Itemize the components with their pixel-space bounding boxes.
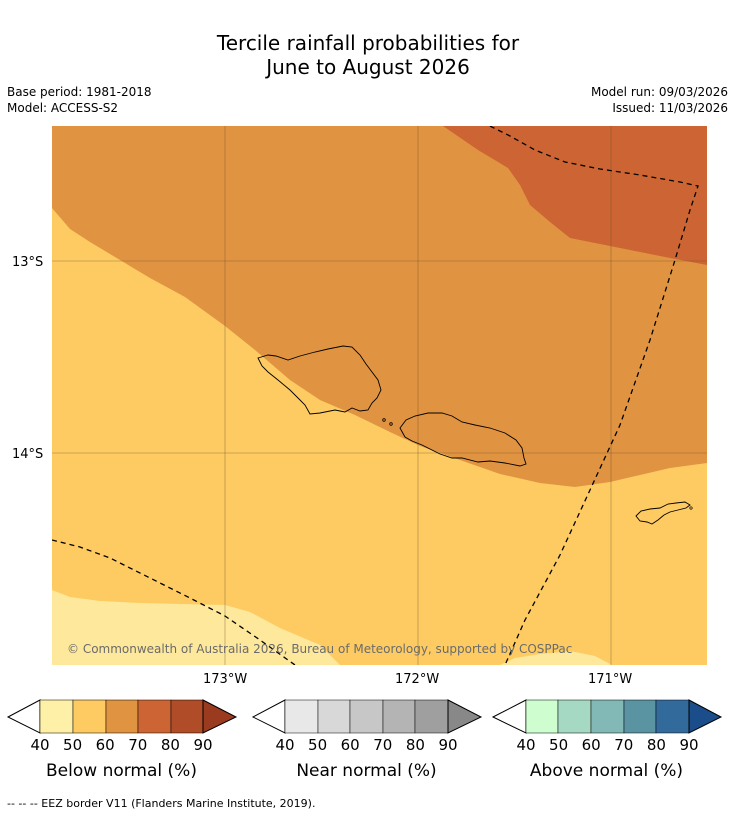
islet-manono [389,422,393,426]
colorbar-tick-2-90: 90 [679,736,699,754]
colorbar-below-arrow-left [6,699,41,734]
colorbar-swatch-1-1 [317,699,351,734]
eez-border [52,126,699,665]
colorbar-swatch-2-4 [655,699,690,734]
title-line-2: June to August 2026 [266,55,470,79]
graticule [52,126,707,665]
region-below-40-50-south [500,651,612,665]
colorbar-legends [6,699,723,734]
islet-apolima [382,418,386,422]
colorbar-swatch-2-0 [525,699,559,734]
colorbar-tick-1-70: 70 [373,736,393,754]
colorbar-near-arrow-right [447,699,483,734]
forecast-map: © Commonwealth of Australia 2026, Bureau… [12,126,707,687]
colorbar-tick-2-50: 50 [549,736,569,754]
colorbar-tick-0-70: 70 [128,736,148,754]
colorbar-above-label: Above normal (%) [529,761,684,781]
colorbar-tick-2-40: 40 [516,736,536,754]
region-below-40-50 [52,590,340,665]
islet-aunuu [689,506,693,510]
upolu-island [399,412,527,467]
colorbar-above-arrow-left [491,699,527,734]
colorbar-swatch-0-1 [72,699,107,734]
colorbar-below-arrow-right [202,699,238,734]
colorbar-swatch-1-2 [349,699,384,734]
colorbar-tick-0-50: 50 [63,736,83,754]
colorbar-swatch-0-3 [137,699,172,734]
eez-footer-note: -- -- -- EEZ border V11 (Flanders Marine… [7,797,316,810]
colorbar-swatch-2-3 [623,699,657,734]
lon-label-172w: 172°W [395,672,439,687]
colorbar-near-label: Near normal (%) [296,761,437,781]
model-run: Model run: 09/03/2026 [590,85,728,99]
colorbar-above-arrow-right [688,699,723,734]
copyright-text: © Commonwealth of Australia 2026, Bureau… [67,642,572,656]
issued-date: Issued: 11/03/2026 [612,101,728,115]
lon-label-173w: 173°W [203,672,247,687]
colorbar-below-label: Below normal (%) [46,761,197,781]
colorbar-swatch-0-4 [170,699,204,734]
colorbar-swatch-0-2 [105,699,139,734]
colorbar-near-arrow-left [251,699,286,734]
lon-label-171w: 171°W [588,672,632,687]
colorbar-swatch-2-1 [557,699,592,734]
colorbar-near [251,699,483,734]
colorbar-tick-0-90: 90 [193,736,213,754]
colorbar-swatch-0-0 [39,699,74,734]
tutuila-island [635,501,691,525]
colorbar-swatch-1-3 [382,699,416,734]
colorbar-tick-2-60: 60 [581,736,601,754]
colorbar-below [6,699,238,734]
colorbar-swatch-1-0 [284,699,319,734]
colorbar-tick-1-90: 90 [438,736,458,754]
savaii-island [257,345,382,415]
region-below-70-80 [443,126,707,265]
colorbar-tick-1-40: 40 [275,736,295,754]
lat-label-13s: 13°S [12,255,43,270]
lat-label-14s: 14°S [12,447,43,462]
colorbar-above [491,699,723,734]
colorbar-tick-0-60: 60 [95,736,115,754]
model-name: Model: ACCESS-S2 [7,101,119,115]
colorbar-tick-2-80: 80 [646,736,666,754]
colorbar-tick-2-70: 70 [614,736,634,754]
colorbar-swatch-2-2 [590,699,625,734]
colorbar-tick-1-50: 50 [308,736,328,754]
base-period: Base period: 1981-2018 [7,85,152,99]
colorbar-tick-0-80: 80 [160,736,180,754]
colorbar-tick-1-60: 60 [340,736,360,754]
colorbar-tick-1-80: 80 [405,736,425,754]
title-line-1: Tercile rainfall probabilities for [216,31,520,55]
colorbar-swatch-1-4 [414,699,449,734]
colorbar-tick-0-40: 40 [30,736,50,754]
